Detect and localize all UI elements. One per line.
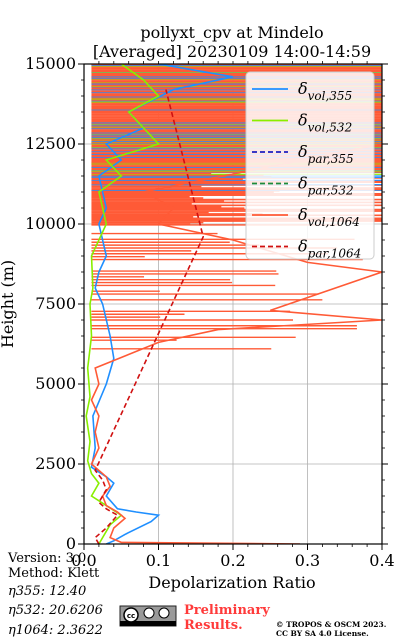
series-vol532-line: [85, 64, 160, 544]
y-tick-label: 12500: [25, 134, 76, 153]
legend-label-vol355: δvol,355: [298, 79, 352, 103]
method-text: Method: Klett: [8, 566, 100, 581]
x-tick-label: 0.1: [146, 551, 171, 570]
copyright-line-2: CC BY SA 4.0 License.: [276, 629, 369, 638]
svg-text:cc: cc: [127, 612, 135, 620]
legend-label-par532: δpar,532: [298, 174, 354, 198]
y-tick-label: 5000: [35, 374, 76, 393]
y-tick-label: 10000: [25, 214, 76, 233]
legend-label-vol1064: δvol,1064: [298, 205, 360, 229]
by-icon: [143, 607, 155, 619]
legend-box: [245, 71, 375, 260]
x-tick-label: 0.3: [295, 551, 320, 570]
y-axis-label: Height (m): [0, 260, 17, 348]
chart-legend: δvol,355 δvol,532 δpar,355 δpar,532 δvol,106…: [245, 71, 375, 261]
y-tick-label: 0: [66, 534, 76, 553]
x-tick-label: 0.0: [71, 551, 96, 570]
y-tick-label: 7500: [35, 294, 76, 313]
sa-icon: [158, 607, 170, 619]
y-tick-label: 15000: [25, 54, 76, 73]
eta355-text: η355: 12.40: [8, 584, 86, 599]
profile-lines: [85, 64, 382, 544]
series-par1064-line: [94, 89, 205, 544]
x-tick-label: 0.2: [220, 551, 245, 570]
version-text: Version: 3.0: [7, 551, 86, 566]
preliminary-results-label: Results.: [184, 618, 243, 633]
x-axis-label: Depolarization Ratio: [148, 573, 315, 592]
legend-label-par355: δpar,355: [298, 142, 354, 166]
chart-subtitle: [Averaged] 20230109 14:00-14:59: [93, 42, 371, 61]
copyright-line-1: © TROPOS & OSCM 2023.: [276, 620, 386, 629]
cc-icon: [123, 607, 139, 623]
plot-ticks: 0.0 0.1 0.2 0.3 0.4 0 2500 5000 7500 10000 12500 15…: [25, 54, 395, 570]
eta532-text: η532: 20.6206: [8, 603, 103, 618]
preliminary-label: Preliminary: [184, 603, 270, 618]
eta1064-text: η1064: 2.3622: [8, 623, 103, 638]
x-tick-label: 0.4: [369, 551, 394, 570]
series-vol1064-line: [90, 70, 382, 544]
legend-label-vol532: δvol,532: [298, 111, 352, 135]
y-tick-label: 2500: [35, 454, 76, 473]
legend-label-par1064: δpar,1064: [298, 237, 361, 261]
series-vol355-line: [90, 64, 234, 544]
cc-by-sa-badge: cc: [119, 605, 177, 627]
chart-title: pollyxt_cpv at Mindelo: [140, 23, 323, 42]
